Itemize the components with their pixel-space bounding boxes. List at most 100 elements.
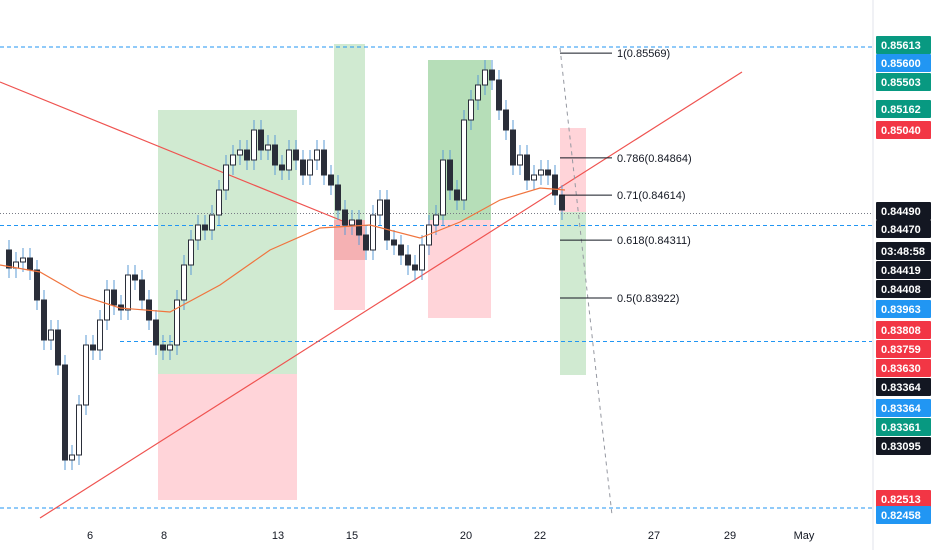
candle-body bbox=[433, 214, 439, 226]
position-zone bbox=[158, 374, 297, 500]
price-label: 0.83361 bbox=[881, 422, 921, 434]
candle-body bbox=[209, 214, 215, 231]
candle-body bbox=[524, 154, 530, 181]
x-tick-label: 13 bbox=[272, 530, 284, 542]
x-tick-label: 15 bbox=[346, 530, 358, 542]
candle-body bbox=[482, 69, 488, 86]
candle-body bbox=[90, 344, 96, 351]
candle-body bbox=[55, 329, 61, 366]
candle-body bbox=[216, 189, 222, 216]
fib-level-label: 0.786(0.84864) bbox=[617, 153, 692, 165]
x-tick-label: 22 bbox=[534, 530, 546, 542]
candle-body bbox=[440, 159, 446, 216]
price-label-tag bbox=[876, 359, 931, 377]
candle-body bbox=[20, 257, 26, 263]
candle-body bbox=[307, 159, 313, 176]
projection-line bbox=[559, 47, 613, 516]
price-label-tag bbox=[876, 418, 931, 436]
price-label: 0.84490 bbox=[881, 206, 921, 218]
candle-body bbox=[97, 319, 103, 351]
x-tick-label: 8 bbox=[161, 530, 167, 542]
candle-body bbox=[167, 344, 173, 351]
price-label-tag bbox=[876, 121, 931, 139]
candle-body bbox=[384, 199, 390, 241]
candle-body bbox=[559, 194, 565, 211]
price-label: 0.83630 bbox=[881, 363, 921, 375]
price-label: 0.83808 bbox=[881, 325, 921, 337]
candle-body bbox=[510, 129, 516, 166]
price-label: 0.85613 bbox=[881, 40, 921, 52]
price-label: 0.83364 bbox=[881, 382, 922, 394]
candle-body bbox=[174, 299, 180, 346]
price-label-tag bbox=[876, 54, 931, 72]
candle-body bbox=[125, 274, 131, 311]
candle-body bbox=[335, 184, 341, 211]
price-label-tag bbox=[876, 100, 931, 118]
candle-body bbox=[132, 274, 138, 281]
price-label: 0.83963 bbox=[881, 304, 921, 316]
candle-body bbox=[349, 219, 355, 226]
price-label-tag bbox=[876, 220, 931, 238]
candle-body bbox=[531, 174, 537, 181]
candle-body bbox=[489, 69, 495, 81]
candle-body bbox=[363, 234, 369, 251]
x-tick-label: May bbox=[794, 530, 815, 542]
price-label-tag bbox=[876, 340, 931, 358]
price-label: 0.84419 bbox=[881, 265, 921, 277]
candle-body bbox=[342, 209, 348, 226]
candle-body bbox=[6, 249, 12, 269]
candle-body bbox=[391, 239, 397, 246]
candle-body bbox=[461, 119, 467, 201]
price-label: 0.85162 bbox=[881, 104, 921, 116]
candle-body bbox=[76, 404, 82, 456]
candle-body bbox=[475, 84, 481, 101]
candle-body bbox=[237, 149, 243, 156]
moving-average-line bbox=[0, 187, 566, 313]
price-label: 03:48:58 bbox=[881, 246, 925, 258]
candle-body bbox=[370, 214, 376, 251]
position-zone bbox=[560, 212, 586, 375]
candle-body bbox=[293, 149, 299, 161]
candle-body bbox=[454, 189, 460, 201]
price-label-tag bbox=[876, 437, 931, 455]
candle-body bbox=[202, 224, 208, 231]
price-label: 0.84470 bbox=[881, 224, 921, 236]
price-label: 0.85600 bbox=[881, 58, 921, 70]
candle-body bbox=[314, 149, 320, 161]
candle-body bbox=[83, 344, 89, 406]
candle-body bbox=[517, 154, 523, 166]
candle-body bbox=[251, 129, 257, 161]
price-label: 0.83364 bbox=[881, 403, 922, 415]
price-label-tag bbox=[876, 261, 931, 279]
candle-body bbox=[279, 164, 285, 171]
price-label-tag bbox=[876, 490, 931, 508]
x-axis-background bbox=[0, 520, 872, 550]
candle-body bbox=[545, 169, 551, 176]
descending-trendline bbox=[0, 81, 346, 223]
candle-body bbox=[447, 159, 453, 191]
price-label-tag bbox=[876, 242, 931, 260]
candle-body bbox=[328, 174, 334, 186]
candle-body bbox=[405, 254, 411, 266]
price-label: 0.82513 bbox=[881, 494, 921, 506]
price-label: 0.83759 bbox=[881, 344, 921, 356]
candle-body bbox=[62, 364, 68, 461]
price-label: 0.83095 bbox=[881, 441, 921, 453]
candle-body bbox=[223, 164, 229, 191]
candle-body bbox=[503, 109, 509, 131]
price-label: 0.84408 bbox=[881, 284, 921, 296]
candle-body bbox=[41, 299, 47, 341]
candle-body bbox=[538, 169, 544, 176]
candle-body bbox=[181, 264, 187, 301]
candle-body bbox=[398, 244, 404, 256]
candle-body bbox=[286, 149, 292, 171]
candle-body bbox=[104, 289, 110, 321]
price-label-tag bbox=[876, 378, 931, 396]
price-label: 0.85503 bbox=[881, 77, 921, 89]
candle-body bbox=[230, 154, 236, 166]
candle-body bbox=[300, 159, 306, 176]
candle-body bbox=[111, 289, 117, 306]
candle-body bbox=[195, 224, 201, 241]
